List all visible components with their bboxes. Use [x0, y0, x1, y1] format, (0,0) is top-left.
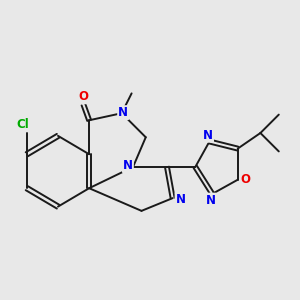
Text: O: O: [79, 90, 88, 103]
Text: N: N: [206, 194, 216, 207]
Text: Cl: Cl: [16, 118, 29, 131]
Text: O: O: [241, 173, 251, 186]
Text: N: N: [203, 129, 213, 142]
Text: N: N: [118, 106, 128, 119]
Text: N: N: [176, 193, 186, 206]
Text: N: N: [123, 159, 133, 172]
